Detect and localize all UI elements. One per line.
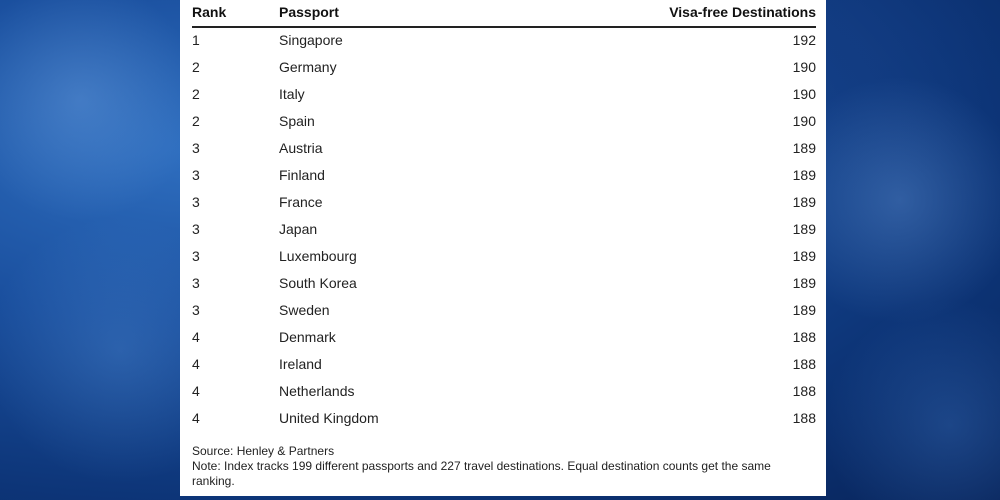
cell-rank: 2: [192, 113, 200, 129]
cell-rank: 4: [192, 383, 200, 399]
cell-rank: 4: [192, 410, 200, 426]
cell-rank: 3: [192, 248, 200, 264]
cell-destinations: 189: [792, 221, 816, 237]
cell-destinations: 189: [792, 275, 816, 291]
cell-passport: Singapore: [279, 32, 343, 48]
cell-rank: 4: [192, 329, 200, 345]
table-row: 3 South Korea 189: [192, 275, 816, 295]
cell-destinations: 188: [792, 329, 816, 345]
cell-rank: 3: [192, 167, 200, 183]
table-row: 4 Netherlands 188: [192, 383, 816, 403]
table-row: 4 Denmark 188: [192, 329, 816, 349]
cell-rank: 2: [192, 86, 200, 102]
cell-passport: Germany: [279, 59, 337, 75]
cell-rank: 3: [192, 302, 200, 318]
cell-destinations: 190: [792, 59, 816, 75]
table-row: 2 Spain 190: [192, 113, 816, 133]
cell-passport: Finland: [279, 167, 325, 183]
cell-passport: United Kingdom: [279, 410, 379, 426]
table-row: 4 Ireland 188: [192, 356, 816, 376]
cell-passport: France: [279, 194, 323, 210]
cell-passport: Luxembourg: [279, 248, 357, 264]
cell-passport: Spain: [279, 113, 315, 129]
table-header: Rank Passport Visa-free Destinations: [192, 4, 816, 28]
cell-passport: Netherlands: [279, 383, 355, 399]
cell-rank: 3: [192, 221, 200, 237]
table-row: 3 France 189: [192, 194, 816, 214]
cell-passport: Austria: [279, 140, 323, 156]
cell-destinations: 188: [792, 383, 816, 399]
cell-destinations: 188: [792, 410, 816, 426]
source-text: Source: Henley & Partners: [192, 444, 335, 458]
table-row: 4 United Kingdom 188: [192, 410, 816, 430]
cell-passport: Denmark: [279, 329, 336, 345]
cell-rank: 2: [192, 59, 200, 75]
cell-passport: Sweden: [279, 302, 330, 318]
cell-rank: 4: [192, 356, 200, 372]
cell-passport: South Korea: [279, 275, 357, 291]
header-passport: Passport: [279, 4, 339, 20]
table-row: 3 Sweden 189: [192, 302, 816, 322]
table-row: 3 Japan 189: [192, 221, 816, 241]
cell-rank: 3: [192, 140, 200, 156]
cell-destinations: 189: [792, 302, 816, 318]
table-row: 3 Finland 189: [192, 167, 816, 187]
cell-rank: 3: [192, 194, 200, 210]
cell-destinations: 189: [792, 194, 816, 210]
header-rank: Rank: [192, 4, 227, 20]
cell-destinations: 188: [792, 356, 816, 372]
cell-destinations: 190: [792, 86, 816, 102]
table-row: 2 Germany 190: [192, 59, 816, 79]
table-panel: Rank Passport Visa-free Destinations 1 Si…: [180, 0, 826, 496]
table-row: 2 Italy 190: [192, 86, 816, 106]
cell-destinations: 190: [792, 113, 816, 129]
note-text: Note: Index tracks 199 different passpor…: [192, 459, 771, 488]
cell-rank: 3: [192, 275, 200, 291]
table-row: 1 Singapore 192: [192, 32, 816, 52]
cell-destinations: 192: [792, 32, 816, 48]
header-destinations: Visa-free Destinations: [669, 4, 816, 20]
footer: Source: Henley & Partners Note: Index tr…: [192, 444, 802, 489]
cell-destinations: 189: [792, 248, 816, 264]
cell-destinations: 189: [792, 140, 816, 156]
cell-passport: Italy: [279, 86, 305, 102]
cell-passport: Ireland: [279, 356, 322, 372]
table-row: 3 Austria 189: [192, 140, 816, 160]
cell-destinations: 189: [792, 167, 816, 183]
table-row: 3 Luxembourg 189: [192, 248, 816, 268]
cell-passport: Japan: [279, 221, 318, 237]
cell-rank: 1: [192, 32, 200, 48]
